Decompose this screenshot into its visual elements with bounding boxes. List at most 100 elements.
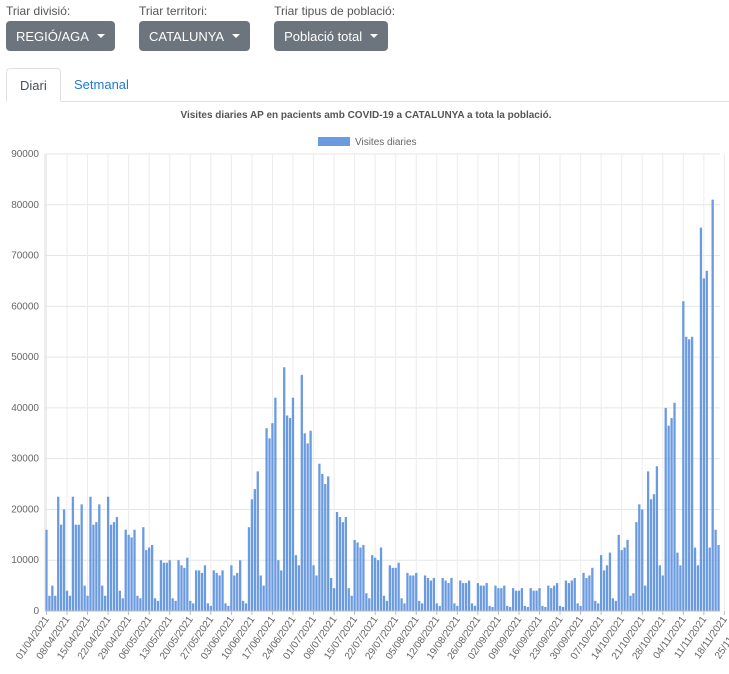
bar bbox=[368, 598, 371, 611]
population-dropdown[interactable]: Població total bbox=[274, 21, 389, 51]
bar bbox=[509, 606, 512, 611]
bar bbox=[71, 496, 75, 611]
bar bbox=[535, 590, 538, 611]
bar bbox=[101, 585, 104, 611]
bar bbox=[444, 580, 447, 611]
bar bbox=[406, 572, 409, 611]
bar bbox=[394, 567, 397, 611]
territory-filter: Triar territori: CATALUNYA bbox=[138, 4, 251, 51]
bar bbox=[371, 555, 374, 611]
bar bbox=[620, 550, 623, 611]
population-dropdown-value: Població total bbox=[284, 28, 363, 44]
bar bbox=[376, 560, 380, 611]
bar bbox=[54, 595, 57, 611]
y-tick-label: 30000 bbox=[11, 454, 39, 465]
bar bbox=[192, 603, 195, 611]
bar bbox=[655, 466, 659, 611]
bar bbox=[236, 572, 239, 611]
bar bbox=[553, 585, 556, 611]
bar bbox=[564, 580, 568, 611]
bar bbox=[297, 565, 301, 611]
bar bbox=[685, 336, 688, 611]
bar bbox=[605, 565, 609, 611]
bar bbox=[291, 397, 295, 611]
tab-setmanal[interactable]: Setmanal bbox=[74, 77, 129, 92]
bar bbox=[244, 603, 248, 611]
bar bbox=[115, 517, 119, 611]
bar bbox=[494, 585, 497, 611]
territory-dropdown[interactable]: CATALUNYA bbox=[138, 21, 251, 51]
bar bbox=[48, 595, 51, 611]
tab-diari[interactable]: Diari bbox=[6, 68, 61, 102]
bar bbox=[271, 423, 274, 611]
bar bbox=[253, 489, 256, 611]
bar bbox=[488, 605, 491, 611]
bar bbox=[83, 585, 86, 611]
bar bbox=[532, 590, 535, 611]
bar bbox=[511, 588, 515, 611]
division-filter-label: Triar divisió: bbox=[6, 4, 71, 18]
bar bbox=[673, 402, 676, 611]
bar bbox=[327, 476, 330, 611]
bar bbox=[497, 588, 500, 611]
bar bbox=[529, 588, 532, 611]
bar bbox=[153, 598, 157, 611]
bar bbox=[550, 588, 553, 611]
bar bbox=[218, 575, 221, 611]
bar bbox=[400, 598, 403, 611]
y-tick-label: 50000 bbox=[11, 352, 39, 363]
bar bbox=[241, 600, 245, 611]
bar bbox=[658, 565, 661, 611]
bar bbox=[365, 593, 368, 611]
bar bbox=[356, 542, 359, 611]
bar bbox=[415, 572, 418, 611]
bar bbox=[332, 588, 336, 611]
bar bbox=[121, 598, 124, 611]
bar bbox=[608, 552, 612, 611]
bar bbox=[62, 509, 66, 611]
bar bbox=[306, 443, 309, 611]
bar bbox=[426, 577, 430, 611]
bar bbox=[599, 555, 603, 611]
population-filter: Triar tipus de població: Població total bbox=[274, 4, 395, 51]
bar bbox=[312, 565, 315, 611]
bar bbox=[561, 606, 565, 611]
bar bbox=[570, 580, 573, 611]
bar bbox=[215, 572, 218, 611]
bar bbox=[649, 499, 653, 611]
bar bbox=[597, 603, 600, 611]
bar bbox=[594, 600, 597, 611]
bar bbox=[247, 527, 251, 611]
caret-down-icon bbox=[232, 34, 241, 38]
bar bbox=[197, 570, 201, 611]
bar bbox=[206, 603, 210, 611]
bar bbox=[667, 425, 670, 611]
bar bbox=[614, 600, 617, 611]
bar bbox=[89, 496, 92, 611]
bar bbox=[92, 524, 95, 611]
bar bbox=[180, 565, 183, 611]
bar bbox=[459, 580, 462, 611]
bar bbox=[142, 527, 145, 611]
bar bbox=[280, 570, 283, 611]
bar bbox=[652, 494, 656, 611]
division-dropdown[interactable]: REGIÓ/AGA bbox=[6, 21, 115, 51]
bar bbox=[262, 585, 265, 611]
bar bbox=[174, 600, 177, 611]
bar bbox=[106, 496, 110, 611]
bar bbox=[523, 605, 526, 611]
bar bbox=[664, 407, 667, 611]
legend-label[interactable]: Visites diaries bbox=[355, 137, 417, 148]
caret-down-icon bbox=[96, 34, 105, 38]
bar bbox=[171, 598, 174, 611]
bar bbox=[558, 605, 562, 611]
population-filter-label: Triar tipus de població: bbox=[274, 4, 396, 18]
bar bbox=[221, 570, 224, 611]
bar bbox=[362, 544, 365, 611]
bar bbox=[576, 603, 579, 611]
bar bbox=[283, 367, 286, 611]
bar bbox=[133, 529, 136, 611]
bar bbox=[285, 415, 289, 611]
bar bbox=[203, 565, 207, 611]
bar bbox=[127, 534, 130, 611]
